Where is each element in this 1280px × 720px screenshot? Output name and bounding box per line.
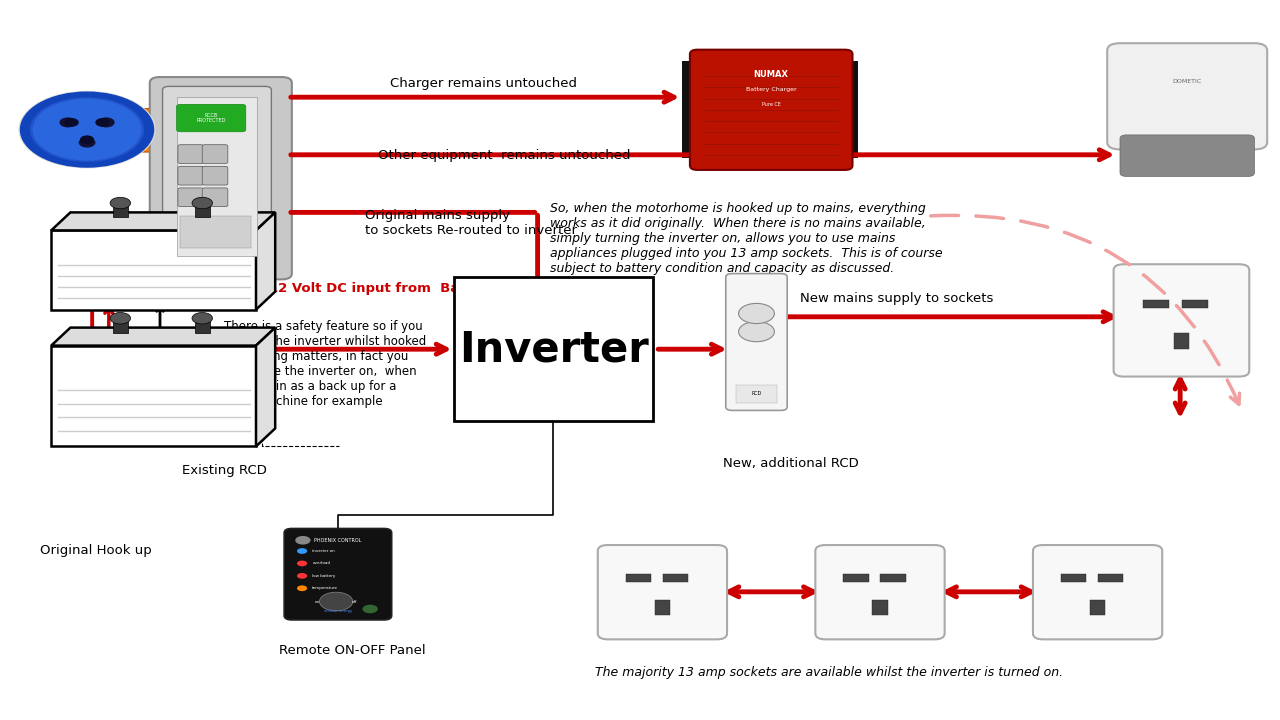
Circle shape xyxy=(739,303,774,323)
Text: There is a safety feature so if you
turn on the inverter whilst hooked
up nothin: There is a safety feature so if you turn… xyxy=(224,320,426,408)
Bar xyxy=(881,574,906,582)
Circle shape xyxy=(110,197,131,209)
Circle shape xyxy=(79,138,95,147)
Text: NUMAX: NUMAX xyxy=(754,70,788,78)
FancyBboxPatch shape xyxy=(736,385,777,403)
FancyBboxPatch shape xyxy=(180,216,251,248)
Bar xyxy=(1143,300,1169,308)
Text: Original mains supply
to sockets Re-routed to inverter: Original mains supply to sockets Re-rout… xyxy=(365,209,577,237)
Circle shape xyxy=(96,119,109,126)
FancyBboxPatch shape xyxy=(454,277,653,421)
Text: New, additional RCD: New, additional RCD xyxy=(723,457,859,470)
FancyBboxPatch shape xyxy=(726,274,787,410)
Text: overload: overload xyxy=(312,562,330,565)
Circle shape xyxy=(20,92,154,167)
Circle shape xyxy=(65,119,78,126)
FancyBboxPatch shape xyxy=(202,145,228,163)
Text: victron energy: victron energy xyxy=(324,608,352,613)
Circle shape xyxy=(26,95,148,164)
FancyBboxPatch shape xyxy=(598,545,727,639)
FancyBboxPatch shape xyxy=(815,545,945,639)
Text: Charger remains untouched: Charger remains untouched xyxy=(390,77,577,90)
Circle shape xyxy=(192,312,212,324)
Polygon shape xyxy=(51,212,275,230)
Text: Battery Charger: Battery Charger xyxy=(746,87,796,92)
Circle shape xyxy=(296,536,311,544)
Circle shape xyxy=(297,548,307,554)
Circle shape xyxy=(320,592,353,611)
Polygon shape xyxy=(256,328,275,446)
Bar xyxy=(1183,300,1208,308)
Bar xyxy=(195,318,210,333)
Circle shape xyxy=(60,118,76,127)
FancyBboxPatch shape xyxy=(682,61,698,158)
Circle shape xyxy=(192,197,212,209)
Polygon shape xyxy=(51,328,275,346)
FancyBboxPatch shape xyxy=(51,346,256,446)
Text: Existing RCD: Existing RCD xyxy=(182,464,266,477)
Bar xyxy=(663,574,689,582)
Text: on: on xyxy=(315,600,320,603)
Text: RCD: RCD xyxy=(751,392,762,396)
FancyBboxPatch shape xyxy=(1114,264,1249,377)
Bar xyxy=(654,600,671,616)
FancyBboxPatch shape xyxy=(51,230,256,310)
Bar xyxy=(1089,600,1105,616)
FancyBboxPatch shape xyxy=(163,86,271,266)
Text: 12 Volt DC input from  Batteries.: 12 Volt DC input from Batteries. xyxy=(269,282,513,295)
FancyBboxPatch shape xyxy=(202,166,228,185)
Bar xyxy=(626,574,652,582)
FancyBboxPatch shape xyxy=(202,188,228,207)
Bar xyxy=(1174,333,1189,348)
Text: The majority 13 amp sockets are available whilst the inverter is turned on.: The majority 13 amp sockets are availabl… xyxy=(595,666,1064,679)
FancyBboxPatch shape xyxy=(845,61,858,158)
Bar xyxy=(113,318,128,333)
FancyBboxPatch shape xyxy=(150,77,292,279)
Circle shape xyxy=(297,561,307,567)
FancyBboxPatch shape xyxy=(284,528,392,620)
Circle shape xyxy=(33,99,141,160)
FancyBboxPatch shape xyxy=(1033,545,1162,639)
FancyBboxPatch shape xyxy=(1120,135,1254,176)
FancyBboxPatch shape xyxy=(178,188,204,207)
Text: Remote ON-OFF Panel: Remote ON-OFF Panel xyxy=(279,644,425,657)
FancyBboxPatch shape xyxy=(1107,43,1267,150)
FancyBboxPatch shape xyxy=(690,50,852,170)
Text: So, when the motorhome is hooked up to mains, everything
works as it did origina: So, when the motorhome is hooked up to m… xyxy=(550,202,943,274)
Bar xyxy=(844,574,869,582)
Polygon shape xyxy=(256,212,275,310)
Circle shape xyxy=(362,605,378,613)
Bar xyxy=(873,600,888,616)
FancyBboxPatch shape xyxy=(114,109,178,152)
Circle shape xyxy=(110,312,131,324)
Circle shape xyxy=(81,136,93,143)
Circle shape xyxy=(739,322,774,342)
Bar xyxy=(113,203,128,217)
FancyBboxPatch shape xyxy=(177,104,246,132)
Circle shape xyxy=(31,98,143,161)
Bar xyxy=(1098,574,1124,582)
Circle shape xyxy=(19,91,155,168)
FancyBboxPatch shape xyxy=(177,97,257,256)
Text: DOMETIC: DOMETIC xyxy=(1172,78,1202,84)
FancyBboxPatch shape xyxy=(178,145,204,163)
Circle shape xyxy=(297,585,307,591)
Circle shape xyxy=(99,118,114,127)
Text: New mains supply to sockets: New mains supply to sockets xyxy=(800,292,993,305)
Text: off: off xyxy=(352,600,357,603)
Text: RCCB
PROTECTED: RCCB PROTECTED xyxy=(197,113,225,124)
Bar xyxy=(195,203,210,217)
FancyBboxPatch shape xyxy=(178,166,204,185)
Text: Pure CE: Pure CE xyxy=(762,102,781,107)
FancyArrowPatch shape xyxy=(931,215,1239,405)
Text: inverter on: inverter on xyxy=(312,549,335,553)
Text: Original Hook up: Original Hook up xyxy=(40,544,152,557)
Text: PHOENIX CONTROL: PHOENIX CONTROL xyxy=(314,538,362,543)
Text: low battery: low battery xyxy=(312,574,335,578)
Text: temperature: temperature xyxy=(312,586,338,590)
Text: Other equipment  remains untouched: Other equipment remains untouched xyxy=(378,149,630,162)
Circle shape xyxy=(297,573,307,579)
Bar xyxy=(1061,574,1087,582)
Text: Inverter: Inverter xyxy=(458,328,649,370)
